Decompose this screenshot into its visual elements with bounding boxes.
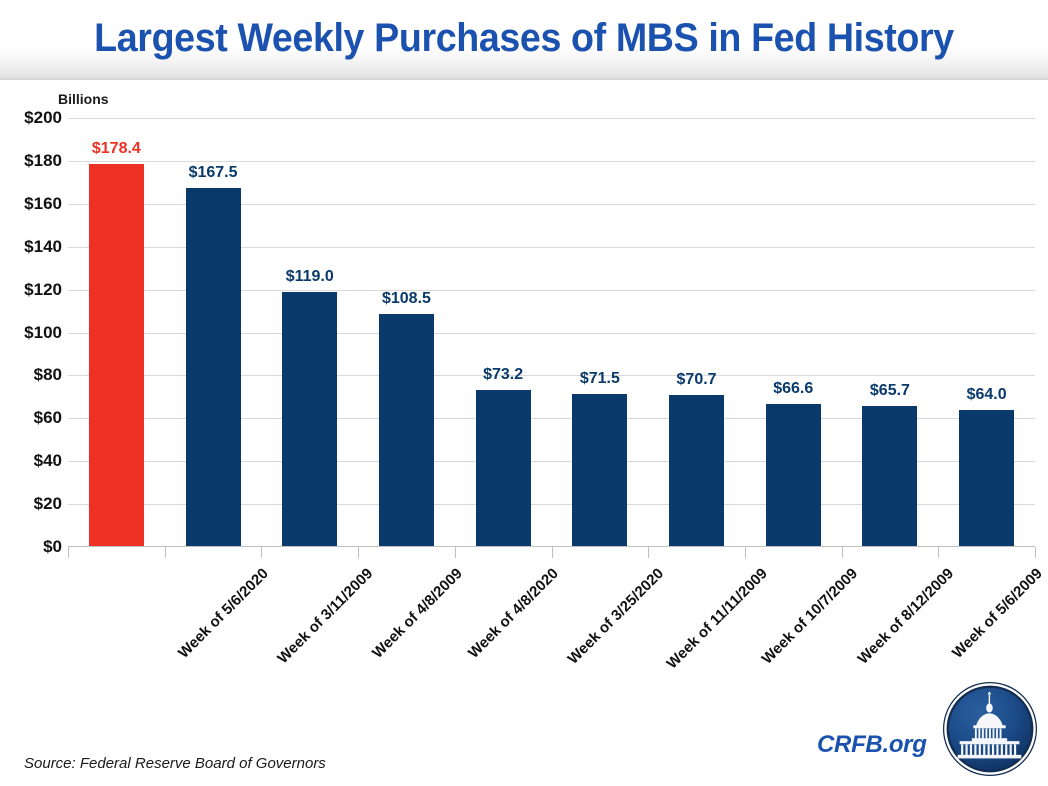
x-axis-category-label: Week of 3/25/2020 xyxy=(564,565,668,668)
bar[interactable] xyxy=(572,393,628,547)
x-axis-tick xyxy=(455,547,456,558)
bar[interactable] xyxy=(282,291,338,547)
gridline xyxy=(68,418,1035,419)
x-axis-tick xyxy=(261,547,262,558)
x-axis-tick xyxy=(68,547,69,558)
plot-area: $178.4 $167.5 $119.0 $108.5 $73.2 $71.5 $70.7 $… xyxy=(68,118,1035,547)
x-axis-tick xyxy=(745,547,746,558)
gridline xyxy=(68,461,1035,462)
x-axis-tick xyxy=(552,547,553,558)
x-axis-category-label: Week of 8/12/2009 xyxy=(854,565,958,668)
gridline xyxy=(68,118,1035,119)
bar-value-label: $70.7 xyxy=(676,371,717,389)
x-axis-category-label: Week of 5/6/2009 xyxy=(949,565,1046,662)
y-axis-tick-label: $0 xyxy=(43,537,62,556)
x-axis-tick xyxy=(648,547,649,558)
y-axis-tick-label: $20 xyxy=(33,494,62,514)
x-axis-tick xyxy=(1035,547,1036,558)
y-axis-unit-label: Billions xyxy=(58,91,109,107)
gridline xyxy=(68,375,1035,376)
capitol-dome-icon[interactable] xyxy=(941,680,1039,778)
x-axis-baseline xyxy=(68,546,1035,547)
x-axis-category-label: Week of 3/11/2009 xyxy=(274,565,377,668)
y-axis-tick-label: $80 xyxy=(33,365,62,385)
x-axis-tick xyxy=(165,547,166,558)
y-axis-tick-label: $120 xyxy=(24,279,62,299)
gridline xyxy=(68,204,1035,205)
bar[interactable] xyxy=(88,164,144,547)
bar-value-label: $108.5 xyxy=(381,290,431,308)
y-axis-tick-label: $60 xyxy=(33,408,62,428)
bar[interactable] xyxy=(959,409,1015,547)
gridline xyxy=(68,247,1035,248)
bar-value-label: $73.2 xyxy=(483,365,524,383)
bar-value-label: $66.6 xyxy=(773,380,814,398)
bar[interactable] xyxy=(765,404,821,547)
x-axis-category-label: Week of 5/6/2020 xyxy=(175,565,273,662)
bar[interactable] xyxy=(185,187,241,547)
bar-value-label: $167.5 xyxy=(188,163,238,181)
x-axis-category-labels: Week of 5/6/2020 Week of 3/11/2009 Week of… xyxy=(0,547,1048,677)
y-axis-tick-label: $100 xyxy=(24,322,62,342)
x-axis-category-label: Week of 10/7/2009 xyxy=(758,565,861,668)
bar[interactable] xyxy=(475,390,531,547)
x-axis-category-label: Week of 4/8/2020 xyxy=(465,565,563,662)
bar[interactable] xyxy=(378,314,434,547)
x-axis-tick xyxy=(842,547,843,558)
bar-value-label: $64.0 xyxy=(966,385,1007,403)
x-axis-category-label: Week of 11/11/2009 xyxy=(663,565,771,673)
y-axis-tick-label: $200 xyxy=(24,108,62,127)
gridline xyxy=(68,290,1035,291)
y-axis-tick-label: $180 xyxy=(24,150,62,170)
y-axis-tick-label: $160 xyxy=(24,193,62,213)
bar[interactable] xyxy=(669,395,725,547)
bar-value-label: $178.4 xyxy=(91,140,141,158)
page-title: Largest Weekly Purchases of MBS in Fed H… xyxy=(94,16,954,60)
bar[interactable] xyxy=(862,406,918,547)
bar-value-label: $71.5 xyxy=(579,369,620,387)
bar-value-label: $65.7 xyxy=(869,382,910,400)
gridline xyxy=(68,333,1035,334)
header-band xyxy=(0,0,1048,80)
x-axis-tick xyxy=(938,547,939,558)
bar-value-label: $119.0 xyxy=(285,267,334,285)
y-axis-tick-labels: $200 $180 $160 $140 $120 $100 $80 $60 $40 $20 $0 xyxy=(0,108,62,556)
gridline xyxy=(68,504,1035,505)
x-axis-category-label: Week of 4/8/2009 xyxy=(368,565,466,662)
crfb-wordmark[interactable]: CRFB.org xyxy=(817,731,927,758)
y-axis-tick-label: $140 xyxy=(24,236,62,256)
source-note: Source: Federal Reserve Board of Governo… xyxy=(24,755,326,772)
gridline xyxy=(68,161,1035,162)
x-axis-tick xyxy=(358,547,359,558)
y-axis-tick-label: $40 xyxy=(33,451,62,471)
